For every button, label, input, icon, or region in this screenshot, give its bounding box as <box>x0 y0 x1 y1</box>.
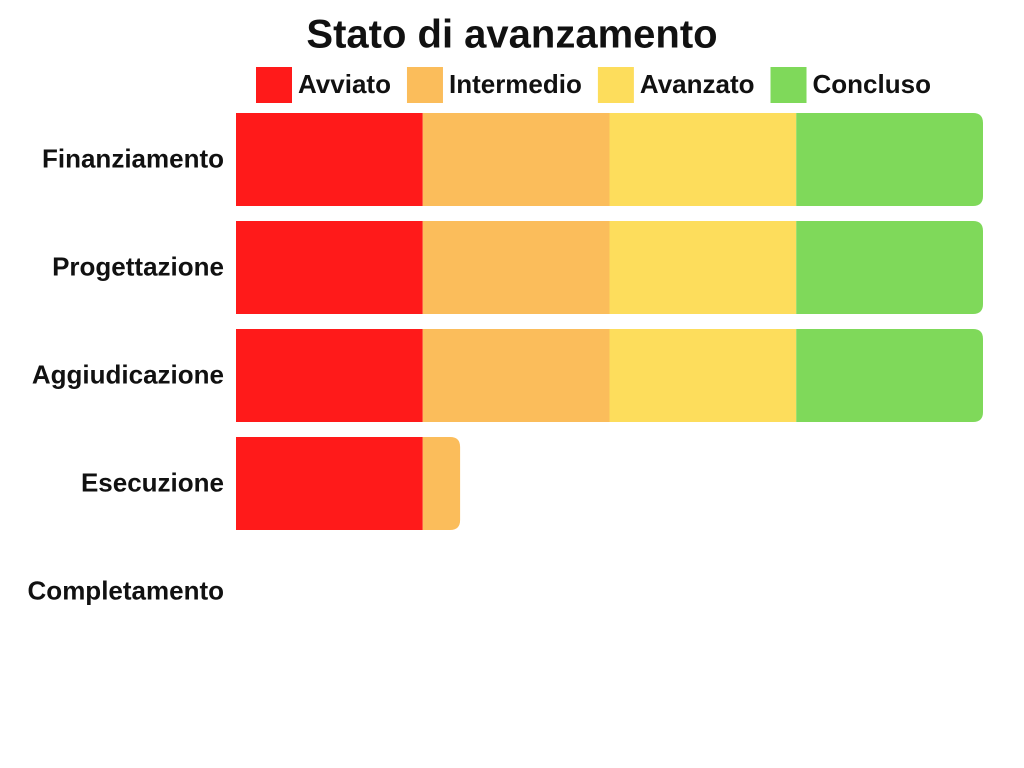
category-label: Aggiudicazione <box>32 359 224 389</box>
legend-swatch <box>406 67 443 103</box>
bar-segment <box>796 329 983 422</box>
bar-segment <box>796 113 983 206</box>
legend-label: Concluso <box>813 69 931 99</box>
bar-segment <box>422 437 461 530</box>
category-label: Esecuzione <box>81 467 224 497</box>
chart-title: Stato di avanzamento <box>306 13 717 57</box>
bar-segment <box>236 113 423 206</box>
bar-segment <box>609 221 797 314</box>
bar-segment <box>422 113 610 206</box>
bar-segment <box>236 329 423 422</box>
legend-label: Avanzato <box>640 69 755 99</box>
bar-segment <box>422 329 610 422</box>
bar-segment <box>236 221 423 314</box>
legend-swatch <box>597 67 634 103</box>
legend-label: Intermedio <box>449 69 582 99</box>
bar-segment <box>236 437 423 530</box>
bar-segment <box>609 329 797 422</box>
category-label: Progettazione <box>52 251 224 281</box>
category-label: Completamento <box>28 575 224 605</box>
bar-segment <box>422 221 610 314</box>
category-label: Finanziamento <box>42 143 224 173</box>
bar-segment <box>796 221 983 314</box>
legend-swatch <box>256 67 292 103</box>
bar-segment <box>609 113 797 206</box>
legend-swatch <box>770 67 807 103</box>
legend-label: Avviato <box>298 69 391 99</box>
